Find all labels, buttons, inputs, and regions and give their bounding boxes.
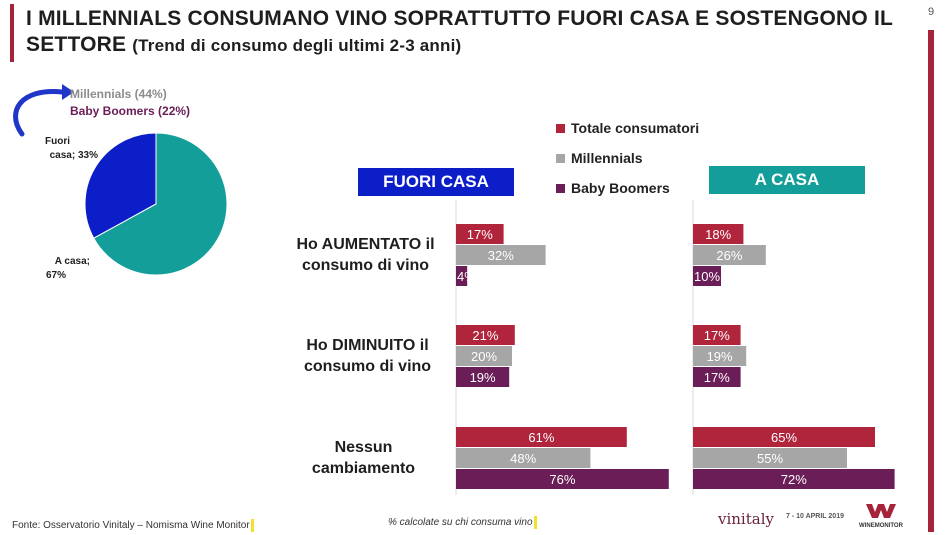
winemonitor-mark-icon	[866, 504, 896, 518]
bar-fuori-casa-boomers-row2	[456, 367, 510, 387]
vinitaly-logo: vinitaly	[718, 510, 774, 528]
bar-a-casa-millennials-row3	[693, 448, 847, 468]
panel-header-a-casa: A CASA	[709, 166, 865, 194]
bar-a-casa-boomers-row3	[693, 469, 895, 489]
pie-slices	[84, 132, 228, 276]
pie-slice-labels: Fuori casa; 33% A casa; 67%	[45, 136, 98, 281]
legend-label-boomers: Baby Boomers	[571, 180, 670, 196]
highlight-mark	[250, 519, 254, 532]
pie-slice-label-fuori-casa: Fuori casa; 33%	[45, 136, 98, 161]
bar-label-fuori-casa-boomers-row2: 19%	[470, 370, 496, 385]
bar-label-a-casa-boomers-row1: 10%	[694, 269, 720, 284]
page-number: 9	[928, 6, 935, 18]
bar-label-fuori-casa-boomers-row3: 76%	[549, 472, 575, 487]
bar-fuori-casa-millennials-row3	[456, 448, 591, 468]
bar-a-casa-boomers-row1	[693, 266, 721, 286]
bar-fuori-casa-boomers-row3	[456, 469, 669, 489]
row-label-aumentato-line2: consumo di vino	[301, 257, 430, 274]
bar-fuori-casa-totale-row3	[456, 427, 627, 447]
source-note: Fonte: Osservatorio Vinitaly – Nomisma W…	[12, 519, 254, 532]
legend: Totale consumatori Millennials Baby Boom…	[556, 113, 699, 203]
legend-item-totale: Totale consumatori	[556, 113, 699, 143]
bar-fuori-casa-millennials-row2	[456, 346, 512, 366]
curved-arrow-icon	[13, 89, 65, 137]
page-title: I MILLENNIALS CONSUMANO VINO SOPRATTUTTO…	[26, 6, 906, 59]
pie-slice-fuori-casa	[84, 132, 157, 239]
bar-a-casa-millennials-row2	[693, 346, 747, 366]
vinitaly-date: 7 - 10 APRIL 2019	[786, 513, 844, 520]
bar-label-fuori-casa-millennials-row2: 20%	[471, 349, 497, 364]
arrow-head-icon	[62, 84, 74, 100]
legend-item-boomers: Baby Boomers	[556, 173, 699, 203]
bar-label-fuori-casa-totale-row2: 21%	[472, 328, 498, 343]
legend-swatch-millennials	[556, 153, 565, 163]
bar-label-a-casa-boomers-row3: 72%	[781, 472, 807, 487]
bar-label-fuori-casa-totale-row3: 61%	[528, 430, 554, 445]
right-accent-bar	[928, 30, 934, 532]
pie-chart: Millennials (44%) Baby Boomers (22%) Fuo…	[13, 84, 228, 281]
pie-slice-label-a-casa: A casa; 67%	[46, 256, 90, 281]
bar-label-fuori-casa-millennials-row3: 48%	[510, 451, 536, 466]
row-label-aumentato-line1: Ho AUMENTATO il	[296, 236, 435, 253]
title-main: I MILLENNIALS CONSUMANO VINO SOPRATTUTTO…	[26, 7, 893, 56]
bar-label-fuori-casa-boomers-row1: 4%	[457, 269, 476, 284]
bar-fuori-casa-totale-row1	[456, 224, 504, 244]
pie-boomers-label: Baby Boomers (22%)	[70, 104, 190, 118]
bar-a-casa-totale-row1	[693, 224, 744, 244]
note-text: % calcolate su chi consuma vino	[388, 517, 533, 529]
bar-label-a-casa-totale-row2: 17%	[704, 328, 730, 343]
title-accent-bar	[10, 4, 14, 62]
title-subtitle: (Trend di consumo degli ultimi 2-3 anni)	[132, 36, 462, 55]
legend-swatch-totale	[556, 123, 565, 133]
bar-label-a-casa-totale-row3: 65%	[771, 430, 797, 445]
legend-item-millennials: Millennials	[556, 143, 699, 173]
row-label-nessun: Nessun cambiamento	[276, 437, 451, 479]
percentage-note: % calcolate su chi consuma vino	[388, 516, 537, 529]
bar-fuori-casa-millennials-row1	[456, 245, 546, 265]
bar-a-casa-boomers-row2	[693, 367, 741, 387]
winemonitor-text: WINEMONITOR	[859, 523, 903, 529]
pie-millennials-label: Millennials (44%)	[70, 87, 167, 101]
bar-a-casa-totale-row3	[693, 427, 875, 447]
panel-header-fuori-casa: FUORI CASA	[358, 168, 514, 196]
bar-label-fuori-casa-millennials-row1: 32%	[488, 248, 514, 263]
bar-a-casa-totale-row2	[693, 325, 741, 345]
source-text: Fonte: Osservatorio Vinitaly – Nomisma W…	[12, 520, 250, 532]
bar-label-fuori-casa-totale-row1: 17%	[467, 227, 493, 242]
highlight-mark	[533, 516, 537, 529]
row-label-diminuito: Ho DIMINUITO il consumo di vino	[280, 335, 455, 377]
bar-label-a-casa-boomers-row2: 17%	[704, 370, 730, 385]
bar-label-a-casa-millennials-row1: 26%	[716, 248, 742, 263]
row-label-diminuito-line2: consumo di vino	[303, 358, 432, 375]
row-label-nessun-line1: Nessun	[334, 439, 393, 456]
bar-label-a-casa-totale-row1: 18%	[705, 227, 731, 242]
bar-fuori-casa-totale-row2	[456, 325, 515, 345]
legend-label-millennials: Millennials	[571, 150, 643, 166]
legend-swatch-boomers	[556, 183, 565, 193]
bar-label-a-casa-millennials-row2: 19%	[707, 349, 733, 364]
legend-label-totale: Totale consumatori	[571, 120, 700, 136]
pie-slice-a-casa	[93, 132, 228, 276]
row-label-diminuito-line1: Ho DIMINUITO il	[306, 337, 429, 354]
bar-fuori-casa-boomers-row1	[456, 266, 468, 286]
row-label-aumentato: Ho AUMENTATO il consumo di vino	[278, 234, 453, 276]
row-label-nessun-line2: cambiamento	[311, 460, 416, 477]
bar-a-casa-millennials-row1	[693, 245, 766, 265]
winemonitor-logo: WINEMONITOR	[858, 504, 904, 529]
bar-label-a-casa-millennials-row3: 55%	[757, 451, 783, 466]
